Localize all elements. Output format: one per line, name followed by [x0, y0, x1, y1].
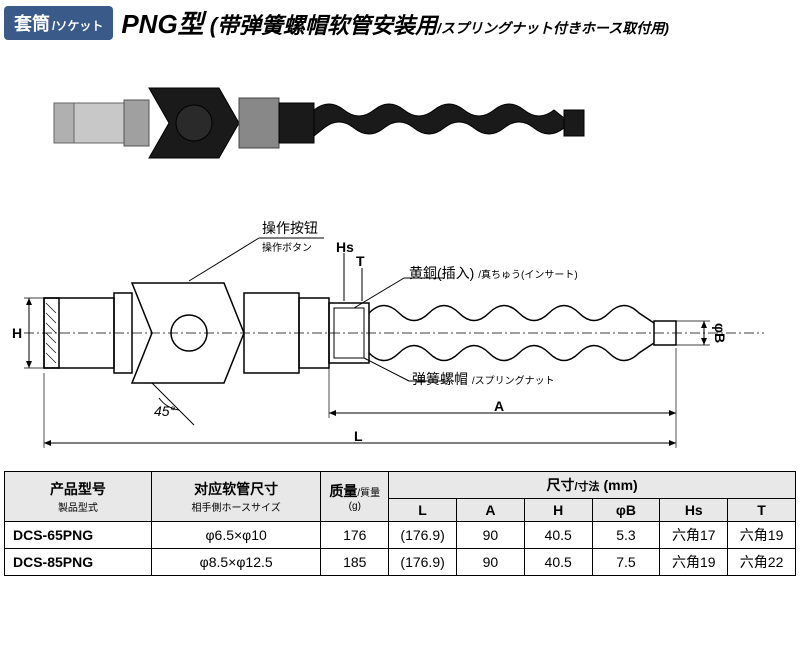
- cell-hose: φ6.5×φ10: [151, 522, 321, 549]
- dim-b: φB: [712, 323, 728, 343]
- th-text: 产品型号: [50, 481, 106, 497]
- th-A: A: [456, 499, 524, 522]
- dim-a: A: [494, 398, 504, 414]
- model-name: PNG型: [121, 4, 203, 41]
- label-operation-button: 操作按钮 操作ボタン: [262, 218, 318, 254]
- cell-hose: φ8.5×φ12.5: [151, 549, 321, 576]
- cell-T: 六角22: [728, 549, 796, 576]
- cell-model: DCS-85PNG: [5, 549, 152, 576]
- th-L: L: [389, 499, 457, 522]
- technical-diagram: 操作按钮 操作ボタン Hs T 黄銅(插入) /真ちゅう(インサート) 弹簧螺帽…: [4, 203, 796, 463]
- spec-table: 产品型号 製品型式 对应软管尺寸 相手側ホースサイズ 质量/質量 (g) 尺寸/…: [4, 471, 796, 576]
- cell-A: 90: [456, 549, 524, 576]
- title-desc: (带弹簧螺帽软管安装用: [210, 8, 437, 40]
- cell-H: 40.5: [524, 549, 592, 576]
- title: PNG型 (带弹簧螺帽软管安装用 /スプリングナット付きホース取付用): [121, 4, 669, 41]
- cell-model: DCS-65PNG: [5, 522, 152, 549]
- table-row: DCS-85PNG φ8.5×φ12.5 185 (176.9) 90 40.5…: [5, 549, 796, 576]
- cell-Hs: 六角19: [660, 549, 728, 576]
- th-Hs: Hs: [660, 499, 728, 522]
- th-text: 质量: [329, 483, 357, 499]
- th-hose: 对应软管尺寸 相手側ホースサイズ: [151, 472, 321, 522]
- th-sub: 製品型式: [11, 499, 145, 514]
- title-desc-sub: /スプリングナット付きホース取付用): [437, 18, 669, 38]
- cell-mass: 176: [321, 522, 389, 549]
- label-text: 黄銅(插入): [409, 265, 474, 281]
- th-unit: (g): [327, 501, 382, 512]
- cell-Hs: 六角17: [660, 522, 728, 549]
- cell-H: 40.5: [524, 522, 592, 549]
- dim-h: H: [12, 325, 22, 341]
- th-T: T: [728, 499, 796, 522]
- label-text: 操作按钮: [262, 220, 318, 236]
- th-model: 产品型号 製品型式: [5, 472, 152, 522]
- cell-A: 90: [456, 522, 524, 549]
- label-text: 弹簧螺帽: [412, 371, 468, 387]
- cell-mass: 185: [321, 549, 389, 576]
- th-B: φB: [592, 499, 660, 522]
- th-mass: 质量/質量 (g): [321, 472, 389, 522]
- th-sub: /寸法: [575, 481, 600, 493]
- th-unit: (mm): [603, 477, 637, 493]
- label-hs: Hs: [336, 239, 354, 255]
- product-photo: [4, 53, 796, 193]
- cell-B: 5.3: [592, 522, 660, 549]
- cell-L: (176.9): [389, 522, 457, 549]
- th-text: 尺寸: [547, 477, 575, 493]
- category-badge: 套筒 /ソケット: [4, 6, 113, 40]
- label-sub: /スプリングナット: [472, 376, 555, 387]
- th-text: 对应软管尺寸: [194, 481, 278, 497]
- angle-45: 45°: [154, 403, 175, 419]
- dim-l: L: [354, 428, 363, 444]
- badge-sub: /ソケット: [52, 17, 103, 34]
- badge-main: 套筒: [14, 10, 50, 36]
- label-sub: /真ちゅう(インサート): [478, 270, 577, 281]
- th-dim: 尺寸/寸法 (mm): [389, 472, 796, 499]
- label-spring-nut: 弹簧螺帽 /スプリングナット: [412, 369, 555, 389]
- diagram-svg: [4, 203, 784, 463]
- label-t: T: [356, 253, 365, 269]
- header: 套筒 /ソケット PNG型 (带弹簧螺帽软管安装用 /スプリングナット付きホース…: [4, 4, 796, 41]
- cell-B: 7.5: [592, 549, 660, 576]
- product-photo-svg: [44, 68, 664, 178]
- th-H: H: [524, 499, 592, 522]
- cell-L: (176.9): [389, 549, 457, 576]
- th-sub: /質量: [357, 488, 380, 499]
- cell-T: 六角19: [728, 522, 796, 549]
- label-sub: 操作ボタン: [262, 243, 312, 254]
- th-sub: 相手側ホースサイズ: [158, 499, 315, 514]
- label-brass: 黄銅(插入) /真ちゅう(インサート): [409, 263, 578, 283]
- table-row: DCS-65PNG φ6.5×φ10 176 (176.9) 90 40.5 5…: [5, 522, 796, 549]
